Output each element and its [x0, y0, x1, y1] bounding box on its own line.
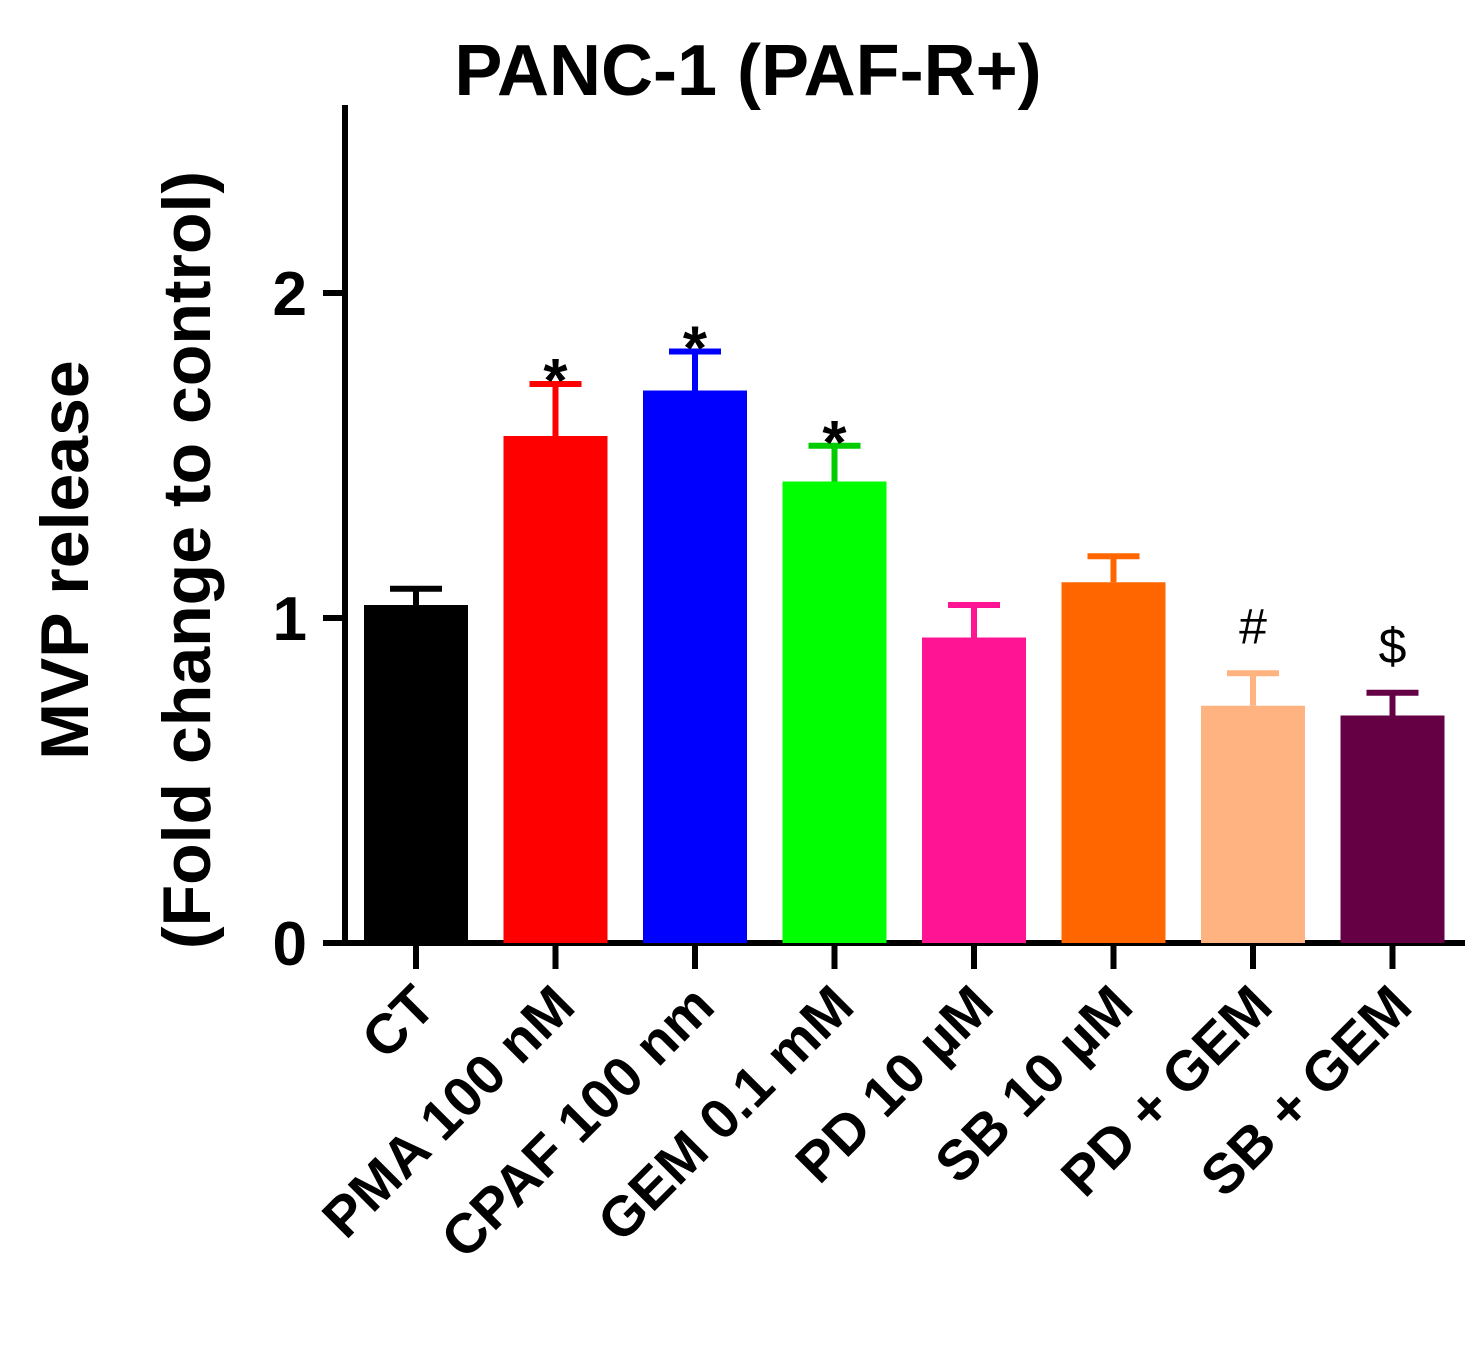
bars [364, 390, 1445, 943]
y-axis-label-line2: (Fold change to control) [149, 171, 225, 949]
bar [1201, 705, 1305, 943]
bar [643, 390, 747, 943]
significance-marker: * [543, 347, 568, 416]
bar [1061, 582, 1166, 943]
bar [364, 605, 468, 943]
annotations: * * * # $ [543, 315, 1406, 674]
y-tick-label: 0 [273, 910, 307, 979]
x-tick-label: CT [349, 973, 446, 1070]
y-tick-label: 2 [273, 260, 307, 329]
chart-title: PANC-1 (PAF-R+) [454, 31, 1041, 111]
y-ticks: 0 1 2 [273, 260, 345, 979]
significance-marker: * [822, 409, 847, 478]
significance-marker: # [1239, 598, 1267, 654]
y-axis-label-line1: MVP release [27, 360, 103, 759]
bar [1340, 715, 1445, 943]
y-tick-label: 1 [273, 585, 307, 654]
significance-marker: $ [1379, 618, 1407, 674]
significance-marker: * [683, 315, 708, 384]
y-axis-label: MVP release (Fold change to control) [27, 171, 225, 949]
error-bars [390, 348, 1419, 716]
bar [922, 637, 1026, 943]
bar [782, 481, 887, 943]
bar [503, 436, 608, 943]
